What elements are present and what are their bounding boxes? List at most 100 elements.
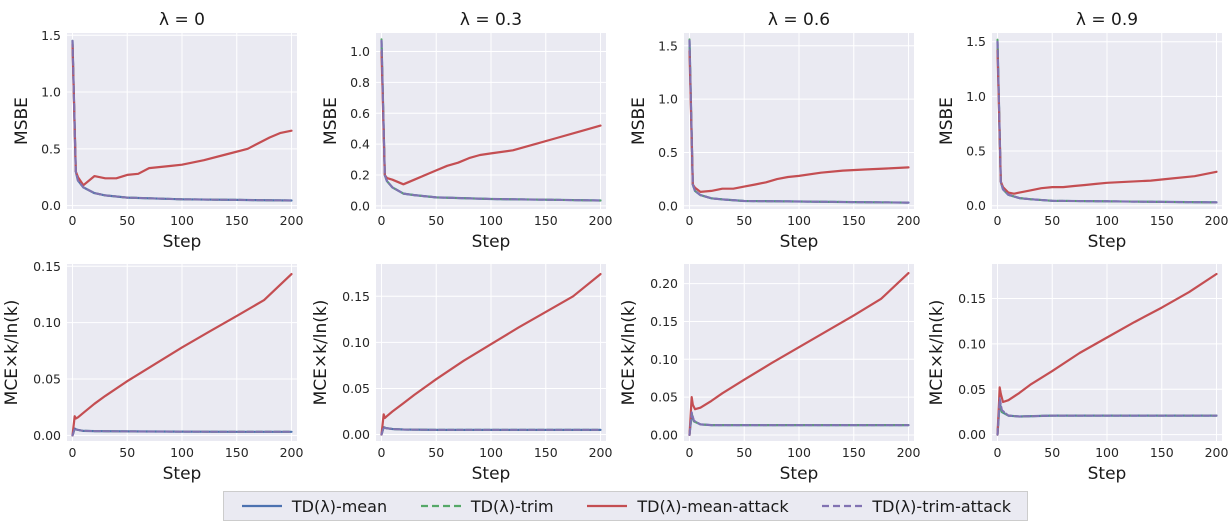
x-tick-label: 150 <box>225 213 249 228</box>
legend-line-mean-attack <box>587 504 628 508</box>
x-tick-label: 100 <box>787 445 811 460</box>
x-tick-label: 0 <box>377 213 385 228</box>
panel-title: λ = 0.9 <box>1076 10 1138 30</box>
series-line-mean-attack <box>380 273 602 436</box>
x-tick-label: 200 <box>897 445 921 460</box>
x-tick-label: 50 <box>428 445 444 460</box>
x-axis-label: Step <box>780 232 819 252</box>
panel-7: 0 50 100 150 200 0.00 0.05 0.10 0.15 0.20 Step MCE×… <box>619 264 920 484</box>
series-line-mean-attack <box>71 273 293 437</box>
panel-title: λ = 0.6 <box>768 10 830 30</box>
x-tick-label: 50 <box>1044 445 1060 460</box>
x-tick-label: 50 <box>1044 213 1060 228</box>
x-tick-label: 100 <box>1095 445 1119 460</box>
x-axis-label: Step <box>1088 232 1127 252</box>
x-tick-label: 100 <box>170 213 194 228</box>
y-tick-label: 1.5 <box>966 34 986 49</box>
series-line-mean-attack <box>996 49 1218 195</box>
y-tick-label: 1.0 <box>350 44 370 59</box>
series-group <box>996 272 1218 436</box>
y-tick-label: 0.05 <box>342 381 370 396</box>
y-tick-label: 0.15 <box>650 314 678 329</box>
y-tick-label: 1.0 <box>658 92 678 107</box>
y-tick-label: 0.10 <box>33 315 61 330</box>
x-tick-label: 100 <box>479 213 503 228</box>
y-tick-label: 0.00 <box>33 428 61 443</box>
y-axis-label: MCE×k/ln(k) <box>927 300 947 406</box>
series-line-trim-attack <box>996 40 1218 204</box>
panel-title: λ = 0 <box>159 10 205 30</box>
series-line-mean-attack <box>380 50 602 186</box>
y-tick-label: 0.00 <box>958 427 986 442</box>
x-tick-label: 150 <box>1150 213 1174 228</box>
panel-title: λ = 0.3 <box>460 10 522 30</box>
x-axis-label: Step <box>780 464 819 484</box>
panel-1: 0 50 100 150 200 0.0 0.5 1.0 1.5 λ = 0 Step MSBE <box>12 10 303 252</box>
x-tick-label: 50 <box>736 445 752 460</box>
y-axis-label: MSBE <box>12 97 32 145</box>
x-axis-label: Step <box>1088 464 1127 484</box>
series-line-trim-attack <box>380 39 602 202</box>
x-tick-label: 150 <box>842 213 866 228</box>
legend-line-trim-attack <box>822 504 863 508</box>
x-tick-label: 50 <box>119 213 135 228</box>
x-axis-label: Step <box>472 464 511 484</box>
panel-8: 0 50 100 150 200 0.00 0.05 0.10 0.15 Step MCE×k/ln… <box>927 264 1228 484</box>
panel-3: 0 50 100 150 200 0.0 0.5 1.0 1.5 λ = 0.6 Step MSBE <box>629 10 920 252</box>
legend-label-trim: TD(λ)-trim <box>470 496 554 516</box>
y-tick-label: 0.20 <box>650 276 678 291</box>
y-tick-label: 0.0 <box>350 198 370 213</box>
legend-line-trim <box>420 504 461 508</box>
x-tick-label: 200 <box>1205 445 1229 460</box>
y-tick-label: 0.5 <box>41 141 61 156</box>
y-axis-label: MSBE <box>629 97 649 145</box>
x-tick-label: 200 <box>280 445 304 460</box>
y-tick-label: 0.6 <box>350 106 370 121</box>
series-group <box>71 39 293 202</box>
y-axis-label: MSBE <box>937 97 957 145</box>
y-axis-label: MCE×k/ln(k) <box>311 300 331 406</box>
series-line-trim-attack <box>688 411 910 436</box>
x-tick-label: 0 <box>993 445 1001 460</box>
x-tick-label: 200 <box>589 213 613 228</box>
series-line-trim-attack <box>996 397 1218 436</box>
x-tick-label: 150 <box>1150 445 1174 460</box>
y-tick-label: 1.5 <box>41 28 61 43</box>
series-line-trim-attack <box>380 426 602 436</box>
y-tick-label: 0.4 <box>350 137 370 152</box>
x-tick-label: 150 <box>225 445 249 460</box>
x-tick-label: 200 <box>1205 213 1229 228</box>
legend-label-mean-attack: TD(λ)-mean-attack <box>637 496 789 516</box>
x-tick-label: 0 <box>685 445 693 460</box>
legend-item-trim-attack: TD(λ)-trim-attack <box>820 497 1011 516</box>
series-group <box>688 38 910 204</box>
y-axis-label: MSBE <box>321 97 341 145</box>
x-tick-label: 100 <box>787 213 811 228</box>
series-line-trim-attack <box>71 427 293 437</box>
x-axis-label: Step <box>163 232 202 252</box>
x-tick-label: 100 <box>479 445 503 460</box>
y-tick-label: 0.8 <box>350 75 370 90</box>
series-line-trim-attack <box>688 39 910 204</box>
y-tick-label: 1.0 <box>966 89 986 104</box>
y-tick-label: 0.05 <box>958 382 986 397</box>
y-axis-label: MCE×k/ln(k) <box>2 300 22 406</box>
series-group <box>380 38 602 202</box>
x-tick-label: 150 <box>534 445 558 460</box>
y-tick-label: 0.15 <box>33 259 61 274</box>
series-line-mean-attack <box>996 272 1218 436</box>
x-tick-label: 150 <box>534 213 558 228</box>
x-tick-label: 50 <box>119 445 135 460</box>
y-tick-label: 1.5 <box>658 38 678 53</box>
x-tick-label: 200 <box>589 445 613 460</box>
legend-line-mean <box>241 504 282 508</box>
series-line-trim-attack <box>71 39 293 202</box>
y-tick-label: 0.0 <box>41 198 61 213</box>
y-tick-label: 0.0 <box>658 198 678 213</box>
y-tick-label: 0.10 <box>958 336 986 351</box>
y-tick-label: 0.0 <box>966 198 986 213</box>
legend-label-mean: TD(λ)-mean <box>291 496 388 516</box>
y-tick-label: 0.05 <box>650 390 678 405</box>
x-tick-label: 0 <box>68 445 76 460</box>
y-tick-label: 0.5 <box>966 144 986 159</box>
